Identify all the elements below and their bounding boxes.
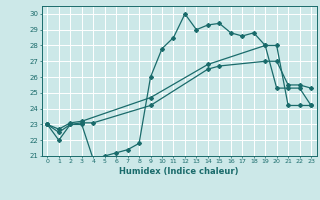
X-axis label: Humidex (Indice chaleur): Humidex (Indice chaleur) (119, 167, 239, 176)
